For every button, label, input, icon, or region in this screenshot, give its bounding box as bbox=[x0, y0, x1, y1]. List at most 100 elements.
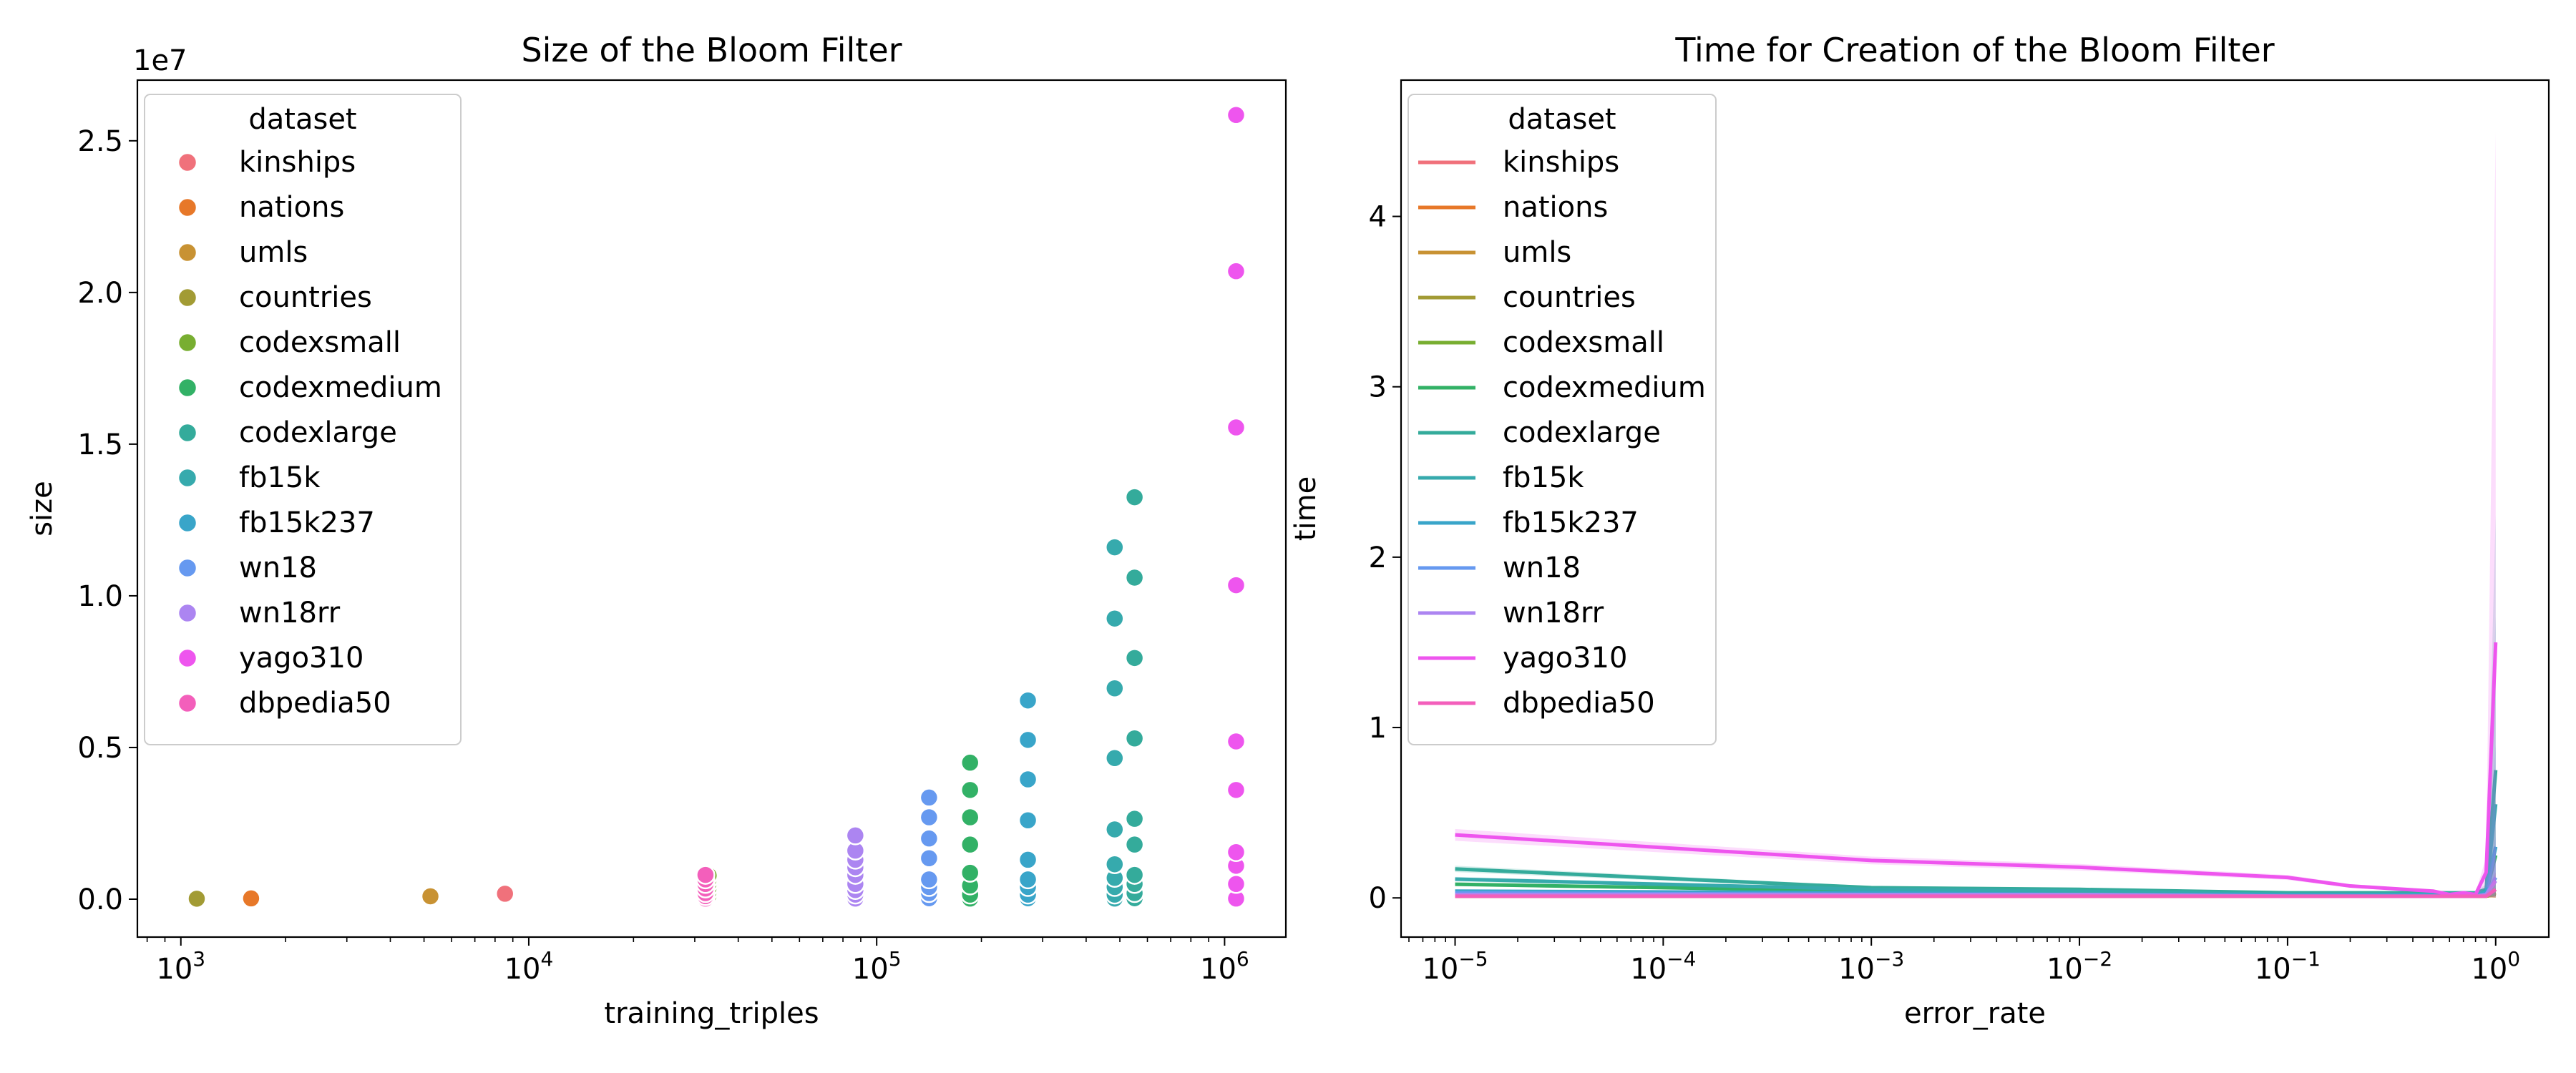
series-wn18 bbox=[919, 788, 940, 908]
data-point bbox=[1226, 575, 1246, 595]
legend-box bbox=[144, 94, 462, 745]
legend-item-codexlarge: codexlarge bbox=[1418, 416, 1661, 449]
series-fb15k bbox=[1105, 537, 1125, 908]
data-point bbox=[696, 865, 716, 885]
x-tick-base: 10 bbox=[504, 953, 541, 986]
legend-title: dataset bbox=[248, 103, 356, 136]
chart-title: Time for Creation of the Bloom Filter bbox=[1674, 31, 2274, 69]
data-point bbox=[919, 848, 940, 868]
data-point bbox=[1018, 810, 1038, 831]
legend-label: yago310 bbox=[239, 642, 364, 675]
x-tick-label: 103 bbox=[156, 947, 205, 986]
x-tick-label: 10−2 bbox=[2046, 947, 2112, 986]
data-point bbox=[845, 825, 866, 846]
legend-item-nations: nations bbox=[177, 191, 344, 224]
legend-label: wn18rr bbox=[1503, 597, 1604, 629]
legend-label: kinships bbox=[1503, 146, 1619, 179]
legend-marker bbox=[177, 377, 198, 398]
data-point bbox=[1226, 105, 1246, 125]
y-tick-label: 1.5 bbox=[77, 428, 123, 461]
series-countries bbox=[187, 888, 207, 909]
legend-label: codexsmall bbox=[1503, 326, 1664, 359]
legend-label: codexmedium bbox=[239, 371, 442, 404]
data-point bbox=[1226, 731, 1246, 752]
x-tick-exponent: −3 bbox=[1875, 947, 1904, 971]
series-dbpedia50 bbox=[696, 865, 716, 908]
series-line bbox=[1455, 642, 2498, 896]
x-tick-label: 100 bbox=[2471, 947, 2520, 986]
series-nations bbox=[241, 888, 261, 908]
legend-label: wn18 bbox=[1503, 552, 1581, 584]
data-point bbox=[1018, 850, 1038, 870]
legend-item-codexsmall: codexsmall bbox=[177, 326, 401, 359]
series-yago310 bbox=[1226, 105, 1246, 908]
series-dbpedia50 bbox=[1455, 872, 2497, 898]
legend-item-fb15k: fb15k bbox=[177, 461, 321, 494]
data-point bbox=[1226, 261, 1246, 281]
series-codexlarge bbox=[1124, 487, 1145, 908]
legend-item-yago310: yago310 bbox=[1418, 642, 1627, 675]
legend-label: fb15k237 bbox=[1503, 506, 1639, 539]
x-tick-base: 10 bbox=[852, 953, 889, 986]
legend-item-wn18: wn18 bbox=[1418, 552, 1581, 584]
legend: dataset kinships nations umls countries codex… bbox=[1407, 94, 1717, 745]
series-wn18rr bbox=[845, 825, 866, 908]
x-tick-label: 10−4 bbox=[1630, 947, 1696, 986]
x-tick-exponent: 6 bbox=[1236, 947, 1249, 971]
data-point bbox=[1226, 780, 1246, 800]
data-point bbox=[919, 828, 940, 848]
legend-item-nations: nations bbox=[1418, 191, 1608, 224]
x-tick-base: 10 bbox=[2255, 953, 2291, 986]
legend-item-countries: countries bbox=[177, 281, 372, 314]
x-tick-label: 105 bbox=[852, 947, 902, 986]
legend-label: yago310 bbox=[1503, 642, 1627, 675]
legend-item-fb15k: fb15k bbox=[1418, 461, 1584, 494]
x-tick-base: 10 bbox=[1838, 953, 1875, 986]
legend-label: wn18rr bbox=[239, 597, 341, 629]
x-tick-base: 10 bbox=[1630, 953, 1667, 986]
legend-item-wn18rr: wn18rr bbox=[1418, 597, 1604, 629]
series-codexmedium bbox=[960, 753, 980, 908]
legend-item-wn18rr: wn18rr bbox=[177, 597, 341, 629]
legend-marker bbox=[177, 512, 198, 534]
data-point bbox=[241, 888, 261, 908]
legend-label: fb15k bbox=[239, 461, 321, 494]
legend-marker bbox=[177, 647, 198, 669]
x-tick-exponent: 0 bbox=[2507, 947, 2520, 971]
data-point bbox=[1105, 819, 1125, 840]
y-axis-label: time bbox=[1289, 476, 1322, 541]
data-point bbox=[1105, 537, 1125, 557]
data-point bbox=[1105, 854, 1125, 874]
legend-label: countries bbox=[1503, 281, 1636, 314]
y-tick-label: 0.0 bbox=[77, 883, 123, 916]
legend-label: codexmedium bbox=[1503, 371, 1706, 404]
legend-item-wn18: wn18 bbox=[177, 552, 317, 584]
series-umls bbox=[420, 886, 441, 906]
data-point bbox=[960, 753, 980, 773]
x-tick-exponent: −2 bbox=[2083, 947, 2112, 971]
legend-label: umls bbox=[239, 236, 308, 269]
x-tick-base: 10 bbox=[156, 953, 192, 986]
confidence-band bbox=[1455, 744, 2496, 896]
legend-item-fb15k237: fb15k237 bbox=[1418, 506, 1639, 539]
x-tick-base: 10 bbox=[2046, 953, 2083, 986]
x-tick-exponent: −4 bbox=[1667, 947, 1696, 971]
data-point bbox=[1124, 865, 1145, 885]
data-point bbox=[960, 834, 980, 855]
legend-item-umls: umls bbox=[177, 236, 308, 269]
x-tick-label: 104 bbox=[504, 947, 554, 986]
legend-box bbox=[1407, 94, 1717, 745]
legend-label: fb15k bbox=[1503, 461, 1584, 494]
y-offset-text: 1e7 bbox=[133, 44, 187, 77]
x-tick-base: 10 bbox=[2471, 953, 2507, 986]
legend-marker bbox=[177, 152, 198, 173]
data-point bbox=[1105, 748, 1125, 768]
y-tick-label: 0.5 bbox=[77, 732, 123, 765]
data-point bbox=[494, 883, 515, 904]
data-point bbox=[919, 788, 940, 808]
data-point bbox=[1018, 869, 1038, 890]
data-point bbox=[1124, 487, 1145, 507]
legend-item-fb15k237: fb15k237 bbox=[177, 506, 375, 539]
y-tick-label: 1.0 bbox=[77, 580, 123, 613]
